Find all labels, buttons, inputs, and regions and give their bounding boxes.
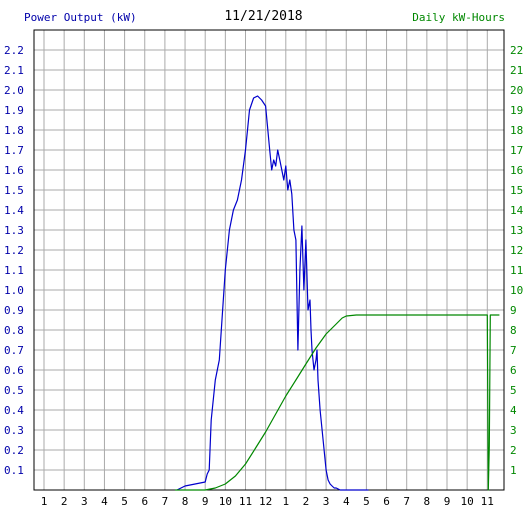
x-tick-label: 9 — [202, 495, 209, 508]
y-right-tick-label: 5 — [510, 384, 517, 397]
y-left-tick-label: 2.0 — [4, 84, 24, 97]
x-tick-label: 4 — [101, 495, 108, 508]
y-right-tick-label: 12 — [510, 244, 523, 257]
x-tick-label: 11 — [239, 495, 252, 508]
y-right-tick-label: 7 — [510, 344, 517, 357]
x-tick-label: 3 — [81, 495, 88, 508]
x-tick-label: 11 — [481, 495, 494, 508]
y-left-tick-label: 0.4 — [4, 404, 24, 417]
y-left-tick-label: 1.4 — [4, 204, 24, 217]
y-right-tick-label: 6 — [510, 364, 517, 377]
y-left-tick-label: 0.1 — [4, 464, 24, 477]
y-left-tick-label: 0.6 — [4, 364, 24, 377]
y-left-tick-label: 1.1 — [4, 264, 24, 277]
x-tick-label: 2 — [61, 495, 68, 508]
y-right-tick-label: 8 — [510, 324, 517, 337]
x-tick-label: 1 — [282, 495, 289, 508]
y-right-tick-label: 1 — [510, 464, 517, 477]
y-right-tick-label: 15 — [510, 184, 523, 197]
x-tick-label: 10 — [461, 495, 474, 508]
x-tick-label: 5 — [363, 495, 370, 508]
y-left-tick-label: 1.8 — [4, 124, 24, 137]
y-left-tick-label: 1.7 — [4, 144, 24, 157]
y-right-tick-label: 13 — [510, 224, 523, 237]
x-tick-label: 5 — [121, 495, 128, 508]
y-right-tick-label: 10 — [510, 284, 523, 297]
y-left-tick-label: 1.6 — [4, 164, 24, 177]
y-right-tick-label: 14 — [510, 204, 524, 217]
y-left-tick-label: 2.2 — [4, 44, 24, 57]
y-right-tick-label: 22 — [510, 44, 523, 57]
x-tick-label: 6 — [383, 495, 390, 508]
y-left-tick-label: 1.9 — [4, 104, 24, 117]
y-left-tick-label: 1.5 — [4, 184, 24, 197]
right-axis-title: Daily kW-Hours — [412, 11, 505, 24]
y-right-tick-label: 16 — [510, 164, 523, 177]
x-tick-label: 9 — [444, 495, 451, 508]
x-tick-label: 6 — [141, 495, 148, 508]
left-axis-title: Power Output (kW) — [24, 11, 137, 24]
y-right-tick-label: 2 — [510, 444, 517, 457]
chart-date-title: 11/21/2018 — [224, 9, 303, 24]
y-right-tick-label: 20 — [510, 84, 523, 97]
x-tick-label: 7 — [403, 495, 410, 508]
x-tick-label: 4 — [343, 495, 350, 508]
y-left-tick-label: 0.3 — [4, 424, 24, 437]
x-tick-label: 1 — [41, 495, 48, 508]
series-line-daily-kwh — [175, 314, 500, 491]
y-left-tick-label: 1.0 — [4, 284, 24, 297]
x-tick-label: 8 — [424, 495, 431, 508]
y-left-tick-label: 0.8 — [4, 324, 24, 337]
x-tick-label: 8 — [182, 495, 189, 508]
y-left-tick-label: 0.2 — [4, 444, 24, 457]
y-left-tick-label: 0.9 — [4, 304, 24, 317]
y-right-tick-label: 17 — [510, 144, 523, 157]
x-tick-label: 2 — [303, 495, 310, 508]
y-right-tick-label: 18 — [510, 124, 523, 137]
y-right-tick-label: 3 — [510, 424, 517, 437]
x-tick-label: 3 — [323, 495, 330, 508]
x-tick-label: 7 — [162, 495, 169, 508]
y-left-tick-label: 0.5 — [4, 384, 24, 397]
y-right-tick-label: 4 — [510, 404, 517, 417]
x-tick-label: 12 — [259, 495, 272, 508]
y-right-tick-label: 21 — [510, 64, 523, 77]
plot-border — [33, 29, 505, 491]
y-right-tick-label: 9 — [510, 304, 517, 317]
y-left-tick-label: 1.3 — [4, 224, 24, 237]
y-right-tick-label: 11 — [510, 264, 523, 277]
y-left-tick-label: 1.2 — [4, 244, 24, 257]
y-right-tick-label: 19 — [510, 104, 523, 117]
series-line-power-output — [176, 95, 369, 491]
y-left-tick-label: 0.7 — [4, 344, 24, 357]
x-tick-label: 10 — [219, 495, 232, 508]
y-left-tick-label: 2.1 — [4, 64, 24, 77]
